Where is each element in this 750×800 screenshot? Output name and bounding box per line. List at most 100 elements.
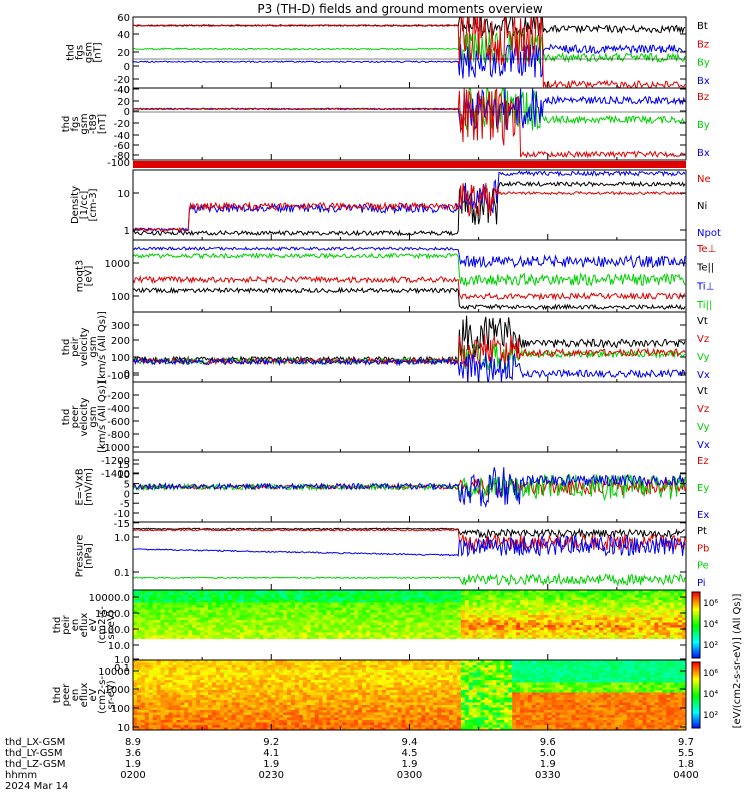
spectrogram-cell — [650, 605, 655, 609]
spectrogram-cell — [405, 627, 411, 631]
spectrogram-cell — [330, 615, 336, 619]
spectrogram-cell — [200, 700, 205, 704]
spectrogram-cell — [306, 592, 312, 596]
spectrogram-cell — [156, 662, 162, 666]
spectrogram-cell — [373, 602, 379, 606]
spectrogram-cell — [223, 625, 229, 629]
spectrogram-cell — [287, 592, 292, 596]
spectrogram-cell — [188, 625, 193, 629]
spectrogram-cell — [212, 687, 217, 691]
spectrogram-cell — [188, 665, 193, 669]
spectrogram-cell — [480, 610, 486, 614]
spectrogram-cell — [468, 592, 474, 596]
spectrogram-cell — [373, 620, 379, 624]
spectrogram-cell — [670, 632, 675, 636]
spectrogram-cell — [464, 610, 470, 614]
spectrogram-cell — [480, 615, 486, 619]
spectrogram-cell — [208, 680, 213, 684]
spectrogram-cell — [227, 727, 233, 730]
spectrogram-cell — [433, 595, 438, 599]
spectrogram-cell — [136, 612, 142, 616]
spectrogram-cell — [670, 607, 675, 611]
spectrogram-cell — [306, 632, 312, 636]
spectrogram-cell — [634, 610, 640, 614]
spectrogram-cell — [212, 670, 217, 674]
spectrogram-cell — [219, 700, 225, 704]
panel-peir_eflux: 10000.01000.0100.010.01.00.1thdpeirenefl… — [52, 589, 687, 674]
spectrogram-cell — [492, 605, 497, 609]
spectrogram-cell — [188, 710, 193, 714]
spectrogram-cell — [152, 707, 158, 711]
spectrogram-cell — [164, 722, 170, 726]
spectrogram-cell — [283, 622, 288, 626]
legend-Bx: Bx — [697, 148, 710, 159]
spectrogram-cell — [227, 707, 233, 711]
spectrogram-cell — [212, 595, 217, 599]
spectrogram-cell — [326, 600, 332, 604]
spectrogram-cell — [528, 630, 533, 634]
spectrogram-cell — [227, 685, 233, 689]
spectrogram-cell — [227, 622, 233, 626]
spectrogram-cell — [326, 635, 332, 639]
spectrogram-cell — [397, 610, 403, 614]
spectrogram-cell — [488, 622, 494, 626]
legend-Pt: Pt — [697, 526, 707, 537]
spectrogram-cell — [283, 620, 288, 624]
spectrogram-cell — [144, 592, 150, 596]
spectrogram-cell — [208, 627, 213, 631]
y-tick-label: 40 — [117, 85, 130, 96]
spectrogram-cell — [164, 672, 170, 676]
spectrogram-cell — [429, 595, 434, 599]
spectrogram-cell — [654, 597, 659, 601]
spectrogram-cell — [235, 592, 241, 596]
spectrogram-cell — [346, 592, 351, 596]
legend-By: By — [697, 58, 710, 69]
y-tick-label: -200 — [107, 391, 130, 402]
spectrogram-cell — [168, 620, 174, 624]
spectrogram-cell — [362, 615, 367, 619]
spectrogram-cell — [302, 595, 308, 599]
spectrogram-cell — [255, 635, 260, 639]
panel-fgs_gsm-plot-area — [133, 17, 686, 88]
spectrogram-cell — [460, 595, 466, 599]
spectrogram-cell — [251, 605, 257, 609]
spectrogram-cell — [215, 710, 221, 714]
spectrogram-cell — [208, 605, 213, 609]
spectrogram-cell — [184, 662, 189, 666]
spectrogram-cell — [168, 610, 174, 614]
spectrogram-cell — [413, 627, 418, 631]
spectrogram-cell — [488, 615, 494, 619]
spectrogram-cell — [421, 595, 426, 599]
spectrogram-cell — [512, 617, 517, 621]
spectrogram-cell — [152, 635, 158, 639]
spectrogram-cell — [682, 590, 686, 594]
spectrogram-cell — [140, 720, 146, 724]
spectrogram-cell — [626, 617, 632, 621]
spectrogram-cell — [413, 630, 418, 634]
spectrogram-cell — [539, 602, 545, 606]
spectrogram-cell — [314, 612, 320, 616]
spectrogram-cell — [235, 600, 241, 604]
spectrogram-cell — [192, 617, 197, 621]
spectrogram-cell — [480, 592, 486, 596]
spectrogram-cell — [310, 600, 316, 604]
spectrogram-cell — [456, 590, 462, 594]
spectrogram-cell — [133, 685, 138, 689]
spectrogram-cell — [342, 620, 347, 624]
spectrogram-cell — [148, 715, 154, 719]
y-tick-label: 15 — [117, 460, 130, 471]
spectrogram-cell — [148, 605, 154, 609]
spectrogram-cell — [192, 632, 197, 636]
spectrogram-cell — [192, 665, 197, 669]
spectrogram-cell — [610, 610, 616, 614]
spectrogram-cell — [445, 612, 450, 616]
spectrogram-cell — [362, 610, 367, 614]
spectrogram-cell — [219, 607, 225, 611]
spectrogram-cell — [184, 665, 189, 669]
spectrogram-cell — [306, 625, 312, 629]
spectrogram-cell — [148, 700, 154, 704]
spectrogram-cell — [610, 630, 616, 634]
spectrogram-cell — [662, 620, 667, 624]
y-tick-label: -40 — [114, 131, 130, 142]
spectrogram-cell — [192, 687, 197, 691]
